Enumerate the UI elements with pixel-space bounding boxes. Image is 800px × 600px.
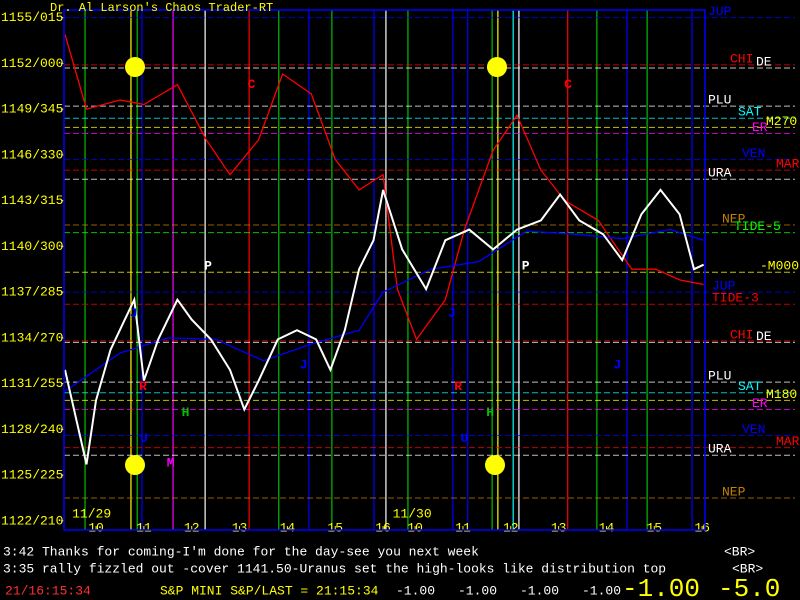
level-label: SAT (738, 105, 762, 120)
status-value: -1.00 (520, 583, 559, 598)
annotation: H (486, 405, 494, 420)
x-tick-label: 14 (280, 520, 296, 535)
series-line (64, 188, 705, 465)
level-label: JUP (712, 279, 736, 294)
level-label: TIDE-5 (734, 219, 781, 234)
chart-title: Dr. Al Larson's Chaos Trader-RT (50, 1, 273, 15)
y-tick-label: 1128/240 (1, 422, 63, 437)
level-label: MAR (776, 434, 800, 449)
status-value: -1.00 (458, 583, 497, 598)
status-clock: 21/16:15:34 (5, 583, 91, 598)
x-tick-label: 11 (136, 520, 152, 535)
message: 3:35 rally fizzled out -cover 1141.50-Ur… (3, 561, 666, 576)
status-big-value: -5.0 (718, 574, 780, 600)
level-label: DE (756, 54, 772, 69)
y-tick-label: 1149/345 (1, 102, 63, 117)
annotation: R (139, 379, 147, 394)
x-tick-label: 12 (503, 520, 519, 535)
message: 3:42 Thanks for coming-I'm done for the … (3, 544, 479, 559)
x-tick-label: 11 (455, 520, 471, 535)
day-label: 11/29 (72, 506, 111, 521)
y-tick-label: 1155/015 (1, 10, 63, 25)
x-tick-label: 12 (184, 520, 200, 535)
annotation: J (614, 358, 622, 373)
x-tick-label: 14 (599, 520, 615, 535)
y-tick-label: 1143/315 (1, 193, 63, 208)
x-tick-label: 13 (551, 520, 567, 535)
x-tick-label: 13 (232, 520, 248, 535)
message-tag: <BR> (724, 544, 755, 559)
annotation: J (448, 306, 456, 321)
level-label: JUP (708, 4, 732, 19)
x-tick-label: 10 (407, 520, 423, 535)
y-tick-label: 1122/210 (1, 513, 63, 528)
status-quote: S&P MINI S&P/LAST = 21:15:34 (160, 583, 379, 598)
level-label: M180 (766, 387, 797, 402)
plot-frame (63, 9, 706, 531)
plot-area: 1155/015 1152/000 1149/345 1146/330 1143/315… (1, 4, 800, 535)
level-label: TIDE-3 (712, 291, 759, 306)
y-tick-label: 1140/300 (1, 239, 63, 254)
level-label: ER (752, 396, 768, 411)
x-tick-label: 15 (646, 520, 662, 535)
x-tick-label: 16 (375, 520, 391, 535)
y-tick-label: 1131/255 (1, 376, 63, 391)
y-tick-label: 1125/225 (1, 468, 63, 483)
status-big-value: -1.00 (622, 574, 700, 600)
sun-icon (487, 57, 507, 77)
level-label: DE (756, 329, 772, 344)
y-tick-label: 1146/330 (1, 147, 63, 162)
annotation: P (522, 259, 530, 274)
annotation: C (248, 77, 256, 92)
level-label: NEP (722, 484, 746, 499)
annotation: U (140, 431, 148, 446)
level-label: PLU (708, 93, 731, 108)
annotation: C (564, 77, 572, 92)
level-label: VEN (742, 146, 765, 161)
message-tag: <BR> (732, 561, 763, 576)
level-label: CHI (730, 327, 753, 342)
annotation: M (167, 455, 175, 470)
level-label: -M000 (760, 259, 799, 274)
annotation: P (204, 259, 212, 274)
status-value: -1.00 (396, 583, 435, 598)
sun-icon (485, 455, 505, 475)
level-label: NEP (722, 211, 746, 226)
level-label: VEN (742, 422, 765, 437)
annotation: J (300, 358, 308, 373)
x-tick-label: 10 (88, 520, 104, 535)
status-value: -1.00 (582, 583, 621, 598)
level-label: M270 (766, 114, 797, 129)
sun-icon (125, 455, 145, 475)
annotation: H (182, 405, 190, 420)
annotation: R (454, 379, 462, 394)
day-label: 11/30 (393, 506, 432, 521)
level-label: PLU (708, 369, 731, 384)
level-label: SAT (738, 379, 762, 394)
y-tick-label: 1152/000 (1, 56, 63, 71)
level-label: CHI (730, 51, 753, 66)
x-tick-label: 15 (327, 520, 343, 535)
y-tick-label: 1137/285 (1, 285, 63, 300)
annotation: J (130, 306, 138, 321)
level-label: URA (708, 442, 732, 457)
x-tick-label: 16 (694, 520, 710, 535)
annotation: U (460, 431, 468, 446)
y-tick-label: 1134/270 (1, 330, 63, 345)
level-label: ER (752, 120, 768, 135)
level-label: URA (708, 166, 732, 181)
sun-icon (125, 57, 145, 77)
series-line (64, 34, 704, 341)
level-label: MAR (776, 157, 800, 172)
